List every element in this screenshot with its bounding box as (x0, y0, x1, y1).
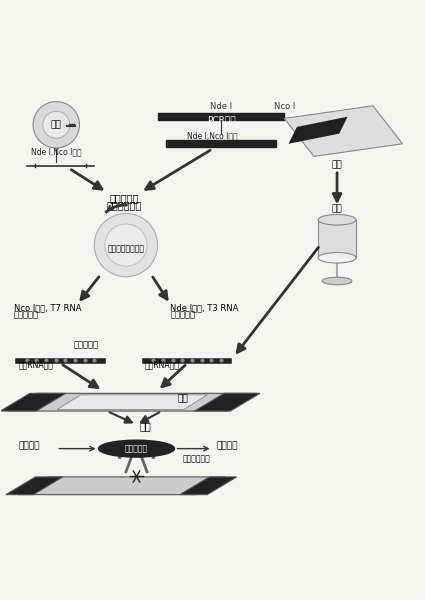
FancyBboxPatch shape (158, 113, 284, 120)
Text: 杂交: 杂交 (178, 394, 188, 403)
Text: Nco I: Nco I (274, 102, 295, 111)
Text: 碱性磷酸酶: 碱性磷酸酶 (125, 444, 148, 453)
Text: 地高辛标记: 地高辛标记 (74, 340, 98, 349)
Circle shape (33, 101, 79, 148)
Text: 聚合酶标记: 聚合酶标记 (170, 310, 195, 319)
Polygon shape (18, 477, 225, 494)
Text: Nco I酶切, T7 RNA: Nco I酶切, T7 RNA (14, 304, 82, 313)
Polygon shape (8, 394, 257, 411)
Text: 紫色沉淀: 紫色沉淀 (217, 442, 238, 451)
Text: 处理: 处理 (332, 205, 343, 214)
Polygon shape (57, 395, 207, 410)
Text: Nde I: Nde I (210, 102, 232, 111)
Text: 得到阳性菌株: 得到阳性菌株 (106, 200, 142, 210)
Text: 检测: 检测 (139, 421, 151, 431)
Polygon shape (284, 106, 402, 157)
Text: 无色底物: 无色底物 (18, 442, 40, 451)
Text: 载体: 载体 (51, 120, 62, 129)
Polygon shape (195, 394, 260, 411)
Polygon shape (289, 117, 348, 144)
Text: 抗地高辛抗体: 抗地高辛抗体 (183, 454, 211, 463)
Text: 玻片: 玻片 (332, 160, 343, 169)
Circle shape (105, 224, 147, 266)
Ellipse shape (99, 440, 175, 457)
Ellipse shape (318, 214, 356, 225)
Polygon shape (0, 394, 66, 411)
Text: 连接，筛选: 连接，筛选 (109, 193, 139, 203)
Polygon shape (6, 477, 63, 494)
Polygon shape (180, 477, 237, 494)
Text: PCR产物: PCR产物 (207, 116, 235, 125)
Text: Nde I酶切, T3 RNA: Nde I酶切, T3 RNA (170, 304, 239, 313)
Text: Nde I,Nco I酶切: Nde I,Nco I酶切 (31, 148, 82, 157)
Text: 反义RNA探针: 反义RNA探针 (145, 361, 180, 370)
FancyBboxPatch shape (318, 220, 356, 258)
Ellipse shape (318, 253, 356, 263)
Ellipse shape (322, 277, 352, 285)
Text: 含插入片段的质粒: 含插入片段的质粒 (108, 245, 144, 254)
FancyBboxPatch shape (166, 140, 276, 147)
Text: 反义RNA探针: 反义RNA探针 (18, 361, 53, 370)
Text: 聚合酶标记: 聚合酶标记 (14, 310, 39, 319)
Text: Nde I,Nco I酶切: Nde I,Nco I酶切 (187, 132, 238, 141)
Circle shape (43, 111, 70, 138)
Circle shape (94, 214, 158, 277)
